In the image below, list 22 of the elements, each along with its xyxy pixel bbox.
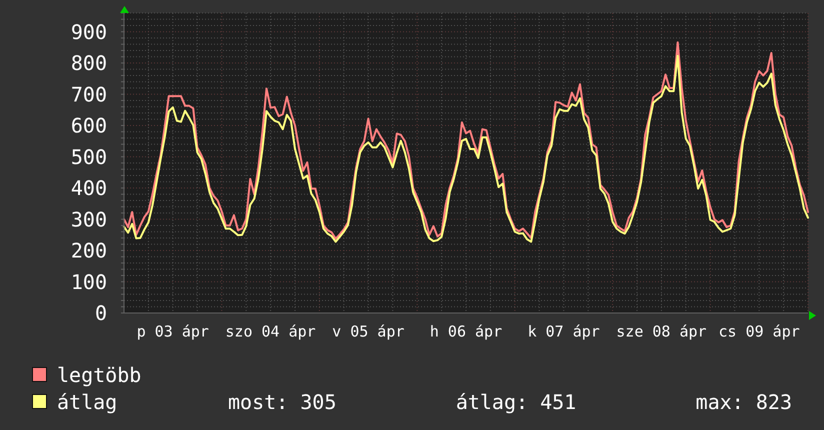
x-tick-label: k 07 ápr [528,322,600,341]
y-tick-label: 300 [70,207,107,232]
y-tick-label: 800 [70,51,107,76]
x-tick-label: p 03 ápr [136,322,209,341]
y-tick-label: 500 [70,144,107,169]
y-tick-label: 600 [70,114,107,138]
y-tick-label: 900 [70,20,107,44]
x-tick-label: cs 09 ápr [718,322,800,341]
x-tick-label: szo 04 ápr [225,322,316,341]
legend-label: legtöbb [57,362,142,386]
text: átlag: 451 [456,390,576,414]
y-tick-label: 400 [70,176,107,200]
y-tick-label: 0 [94,301,107,326]
y-tick-label: 200 [70,238,107,263]
text: most: 305 [228,390,336,414]
x-tick-label: h 06 ápr [430,322,502,341]
text: max: 823 [696,390,792,414]
x-tick-label: v 05 ápr [332,322,404,341]
y-tick-label: 700 [70,82,107,106]
y-tick-label: 100 [70,270,107,294]
legend-label: átlag [57,390,118,414]
x-tick-label: sze 08 ápr [616,322,707,341]
